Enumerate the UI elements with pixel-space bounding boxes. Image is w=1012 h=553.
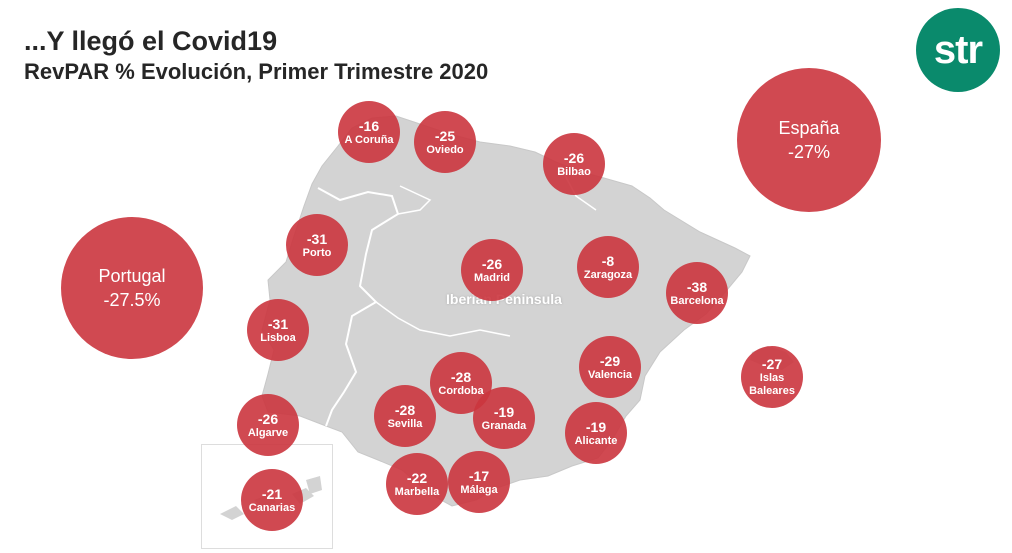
bubble-lisboa: -31 Lisboa	[247, 299, 309, 361]
bubble-value: -28	[450, 368, 472, 385]
bubble-name: Sevilla	[387, 417, 423, 430]
bubble-porto: -31 Porto	[286, 214, 348, 276]
bubble-espana: España -27%	[737, 68, 881, 212]
bubble-name: Málaga	[460, 483, 498, 496]
bubble-name: Barcelona	[670, 294, 724, 307]
bubble-name: Bilbao	[557, 165, 591, 178]
region-border-2	[375, 301, 511, 337]
bubble-name: Granada	[481, 419, 527, 432]
page-title: ...Y llegó el Covid19	[24, 26, 278, 56]
bubble-name: Algarve	[247, 426, 289, 439]
bubble-algarve: -26 Algarve	[237, 394, 299, 456]
bubble-name: Madrid	[473, 271, 511, 284]
bubble-value: -19	[585, 418, 607, 435]
bubble-value: -26	[257, 410, 279, 427]
bubble-value: -22	[406, 469, 428, 486]
bubble-islas-baleares: -27 Islas Baleares	[741, 346, 803, 408]
bubble-value: -27	[761, 356, 783, 372]
bubble-malaga: -17 Málaga	[448, 451, 510, 513]
bubble-value: -25	[434, 127, 456, 144]
bubble-value: -31	[306, 230, 328, 247]
bubble-value: -19	[493, 403, 515, 420]
bubble-value: -31	[267, 315, 289, 332]
bubble-name: Portugal	[98, 266, 166, 286]
page-subtitle: RevPAR % Evolución, Primer Trimestre 202…	[24, 59, 489, 84]
bubble-value: -21	[261, 485, 283, 502]
bubble-name: Valencia	[587, 368, 633, 381]
bubble-value: -16	[358, 117, 380, 134]
bubble-value: -8	[601, 252, 615, 269]
bubble-name: Marbella	[394, 485, 440, 498]
bubble-name: Canarias	[248, 501, 296, 514]
portugal-spain-border	[317, 187, 400, 427]
bubble-canarias: -21 Canarias	[241, 469, 303, 531]
bubble-alicante: -19 Alicante	[565, 402, 627, 464]
str-logo: str	[916, 8, 1000, 92]
bubble-value: -28	[394, 401, 416, 418]
bubble-portugal: Portugal -27.5%	[61, 217, 203, 359]
bubble-marbella: -22 Marbella	[386, 453, 448, 515]
bubble-granada: -19 Granada	[473, 387, 535, 449]
bubble-sevilla: -28 Sevilla	[374, 385, 436, 447]
bubble-name: Lisboa	[260, 331, 296, 344]
bubble-value: -26	[481, 255, 503, 272]
bubble-name: Zaragoza	[583, 268, 633, 281]
bubble-value: -27%	[787, 142, 831, 162]
bubble-barcelona: -38 Barcelona	[666, 262, 728, 324]
bubble-oviedo: -25 Oviedo	[414, 111, 476, 173]
bubble-value: -29	[599, 352, 621, 369]
bubble-name: Islas Baleares	[749, 372, 795, 397]
bubble-name: Porto	[302, 246, 332, 259]
bubble-value: -38	[686, 278, 708, 295]
bubble-value: -27.5%	[103, 290, 161, 310]
bubble-a-coruna: -16 A Coruña	[338, 101, 400, 163]
bubble-name: España	[778, 118, 840, 138]
bubble-value: -17	[468, 467, 490, 484]
bubble-zaragoza: -8 Zaragoza	[577, 236, 639, 298]
bubble-value: -26	[563, 149, 585, 166]
bubble-name: A Coruña	[344, 133, 394, 146]
bubble-name: Alicante	[574, 434, 618, 447]
region-border-1	[397, 185, 432, 215]
bubble-valencia: -29 Valencia	[579, 336, 641, 398]
bubble-bilbao: -26 Bilbao	[543, 133, 605, 195]
bubble-name: Oviedo	[426, 143, 464, 156]
bubble-name: Cordoba	[438, 384, 484, 397]
bubble-madrid: -26 Madrid	[461, 239, 523, 301]
